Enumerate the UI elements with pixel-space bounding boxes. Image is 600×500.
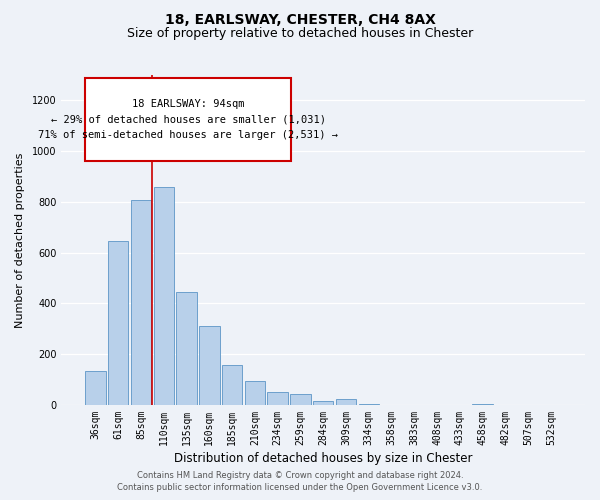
Bar	[245, 381, 265, 405]
Text: Size of property relative to detached houses in Chester: Size of property relative to detached ho…	[127, 28, 473, 40]
Text: 18, EARLSWAY, CHESTER, CH4 8AX: 18, EARLSWAY, CHESTER, CH4 8AX	[164, 12, 436, 26]
Bar	[290, 394, 311, 405]
Bar	[268, 392, 288, 405]
Bar	[472, 404, 493, 405]
X-axis label: Distribution of detached houses by size in Chester: Distribution of detached houses by size …	[174, 452, 472, 465]
Text: Contains HM Land Registry data © Crown copyright and database right 2024.
Contai: Contains HM Land Registry data © Crown c…	[118, 471, 482, 492]
Text: 18 EARLSWAY: 94sqm
← 29% of detached houses are smaller (1,031)
71% of semi-deta: 18 EARLSWAY: 94sqm ← 29% of detached hou…	[38, 99, 338, 140]
Bar	[154, 186, 174, 405]
Bar	[85, 370, 106, 405]
Bar	[336, 400, 356, 405]
Bar	[313, 401, 334, 405]
Bar	[131, 200, 151, 405]
FancyBboxPatch shape	[85, 78, 292, 162]
Bar	[199, 326, 220, 405]
Y-axis label: Number of detached properties: Number of detached properties	[15, 152, 25, 328]
Bar	[359, 404, 379, 405]
Bar	[176, 292, 197, 405]
Bar	[222, 365, 242, 405]
Bar	[108, 241, 128, 405]
